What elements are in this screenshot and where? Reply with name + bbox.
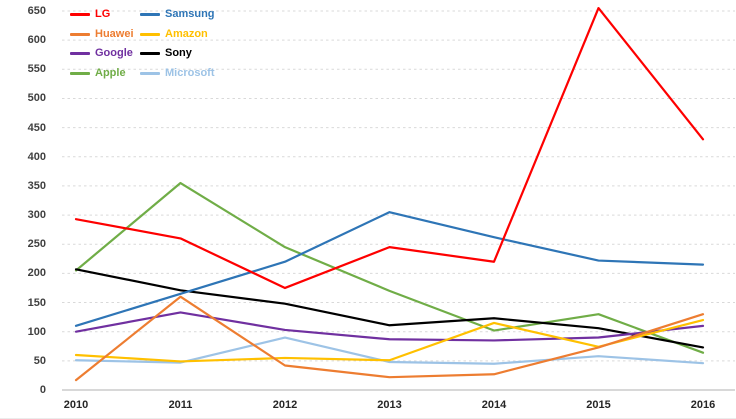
y-tick-label-450: 450 xyxy=(27,121,46,134)
legend-item-huawei: Huawei xyxy=(70,27,134,41)
legend-swatch-sony xyxy=(140,51,160,55)
series-line-lg xyxy=(74,6,705,290)
series-line-microsoft xyxy=(74,336,705,365)
legend-label-amazon: Amazon xyxy=(165,28,208,40)
legend-swatch-samsung xyxy=(140,12,160,16)
legend-label-google: Google xyxy=(95,47,133,59)
y-tick-label-100: 100 xyxy=(27,325,46,338)
series-line-google xyxy=(74,311,705,342)
legend-item-samsung: Samsung xyxy=(140,7,215,21)
y-tick-label-600: 600 xyxy=(27,34,46,47)
legend-label-apple: Apple xyxy=(95,67,126,79)
legend-swatch-amazon xyxy=(140,32,160,36)
y-tick-label-50: 50 xyxy=(33,354,46,367)
x-tick-label-2016: 2016 xyxy=(690,399,716,411)
x-tick-label-2013: 2013 xyxy=(377,399,402,411)
x-tick-label-2015: 2015 xyxy=(586,399,611,411)
legend-label-sony: Sony xyxy=(165,47,192,59)
legend-label-lg: LG xyxy=(95,8,111,20)
y-tick-label-550: 550 xyxy=(27,63,46,76)
y-tick-label-500: 500 xyxy=(27,92,46,105)
series-line-samsung xyxy=(74,211,705,327)
legend-swatch-apple xyxy=(70,71,90,75)
legend-item-microsoft: Microsoft xyxy=(140,66,215,80)
legend-item-google: Google xyxy=(70,46,133,60)
legend-swatch-lg xyxy=(70,12,90,16)
legend-swatch-huawei xyxy=(70,32,90,36)
legend-item-sony: Sony xyxy=(140,46,192,60)
y-tick-label-0: 0 xyxy=(39,384,46,396)
y-tick-label-400: 400 xyxy=(27,150,46,163)
y-tick-label-200: 200 xyxy=(27,267,46,280)
y-tick-label-300: 300 xyxy=(27,209,46,222)
x-tick-label-2014: 2014 xyxy=(481,399,507,411)
legend-label-microsoft: Microsoft xyxy=(165,67,215,79)
y-tick-label-650: 650 xyxy=(27,5,46,17)
legend-label-samsung: Samsung xyxy=(165,8,215,20)
x-tick-label-2010: 2010 xyxy=(63,399,89,411)
legend-item-amazon: Amazon xyxy=(140,27,208,41)
legend-swatch-google xyxy=(70,51,90,55)
legend-label-huawei: Huawei xyxy=(95,28,134,40)
y-tick-label-350: 350 xyxy=(27,179,46,192)
series-line-sony xyxy=(74,268,705,349)
x-tick-label-2011: 2011 xyxy=(168,399,193,411)
legend-item-lg: LG xyxy=(70,7,110,21)
legend-swatch-microsoft xyxy=(140,71,160,75)
series-line-apple xyxy=(74,181,705,354)
y-tick-label-250: 250 xyxy=(27,238,46,251)
x-tick-label-2012: 2012 xyxy=(272,399,298,411)
legend-item-apple: Apple xyxy=(70,66,126,80)
series-line-huawei xyxy=(74,295,705,382)
y-tick-label-150: 150 xyxy=(27,296,46,309)
